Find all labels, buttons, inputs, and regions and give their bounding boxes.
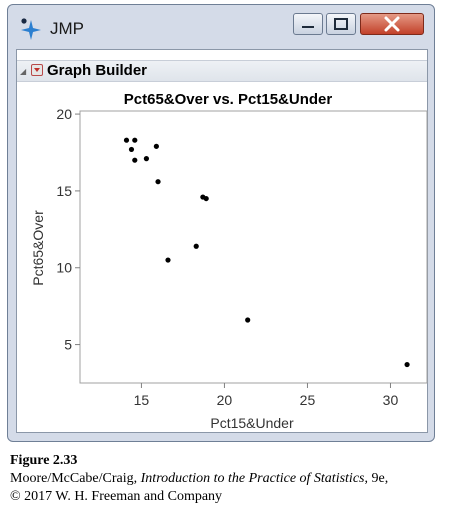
credit-edition: , 9e, <box>364 471 388 486</box>
figure-caption: Figure 2.33 Moore/McCabe/Craig, Introduc… <box>10 452 388 506</box>
x-tick-label: 25 <box>300 392 316 408</box>
scatter-chart: Pct65&Over vs. Pct15&Under 15 20 25 30 5 10 1… <box>0 0 469 450</box>
y-tick-label: 5 <box>64 337 72 353</box>
data-point[interactable] <box>204 196 209 201</box>
y-axis-label: Pct65&Over <box>30 210 46 286</box>
data-point[interactable] <box>155 179 160 184</box>
data-point[interactable] <box>154 144 159 149</box>
data-point[interactable] <box>194 244 199 249</box>
figure-label: Figure 2.33 <box>10 452 388 470</box>
data-point[interactable] <box>132 158 137 163</box>
credit-line: Moore/McCabe/Craig, Introduction to the … <box>10 470 388 488</box>
y-tick-label: 15 <box>56 183 72 199</box>
data-point[interactable] <box>144 156 149 161</box>
y-tick-label: 20 <box>56 106 72 122</box>
data-point[interactable] <box>132 138 137 143</box>
copyright-line: © 2017 W. H. Freeman and Company <box>10 488 388 506</box>
x-tick-label: 30 <box>383 392 399 408</box>
chart-title: Pct65&Over vs. Pct15&Under <box>124 91 333 108</box>
x-tick-label: 20 <box>217 392 233 408</box>
x-tick-label: 15 <box>134 392 150 408</box>
data-point[interactable] <box>245 317 250 322</box>
y-tick-label: 10 <box>56 260 72 276</box>
x-axis-label: Pct15&Under <box>210 415 294 431</box>
data-point[interactable] <box>404 362 409 367</box>
data-point[interactable] <box>129 147 134 152</box>
y-axis: 5 10 15 20 <box>56 106 80 353</box>
credit-authors: Moore/McCabe/Craig, <box>10 471 141 486</box>
data-point[interactable] <box>165 257 170 262</box>
data-point[interactable] <box>124 138 129 143</box>
credit-book-title: Introduction to the Practice of Statisti… <box>141 471 365 486</box>
x-axis: 15 20 25 30 <box>134 383 399 408</box>
